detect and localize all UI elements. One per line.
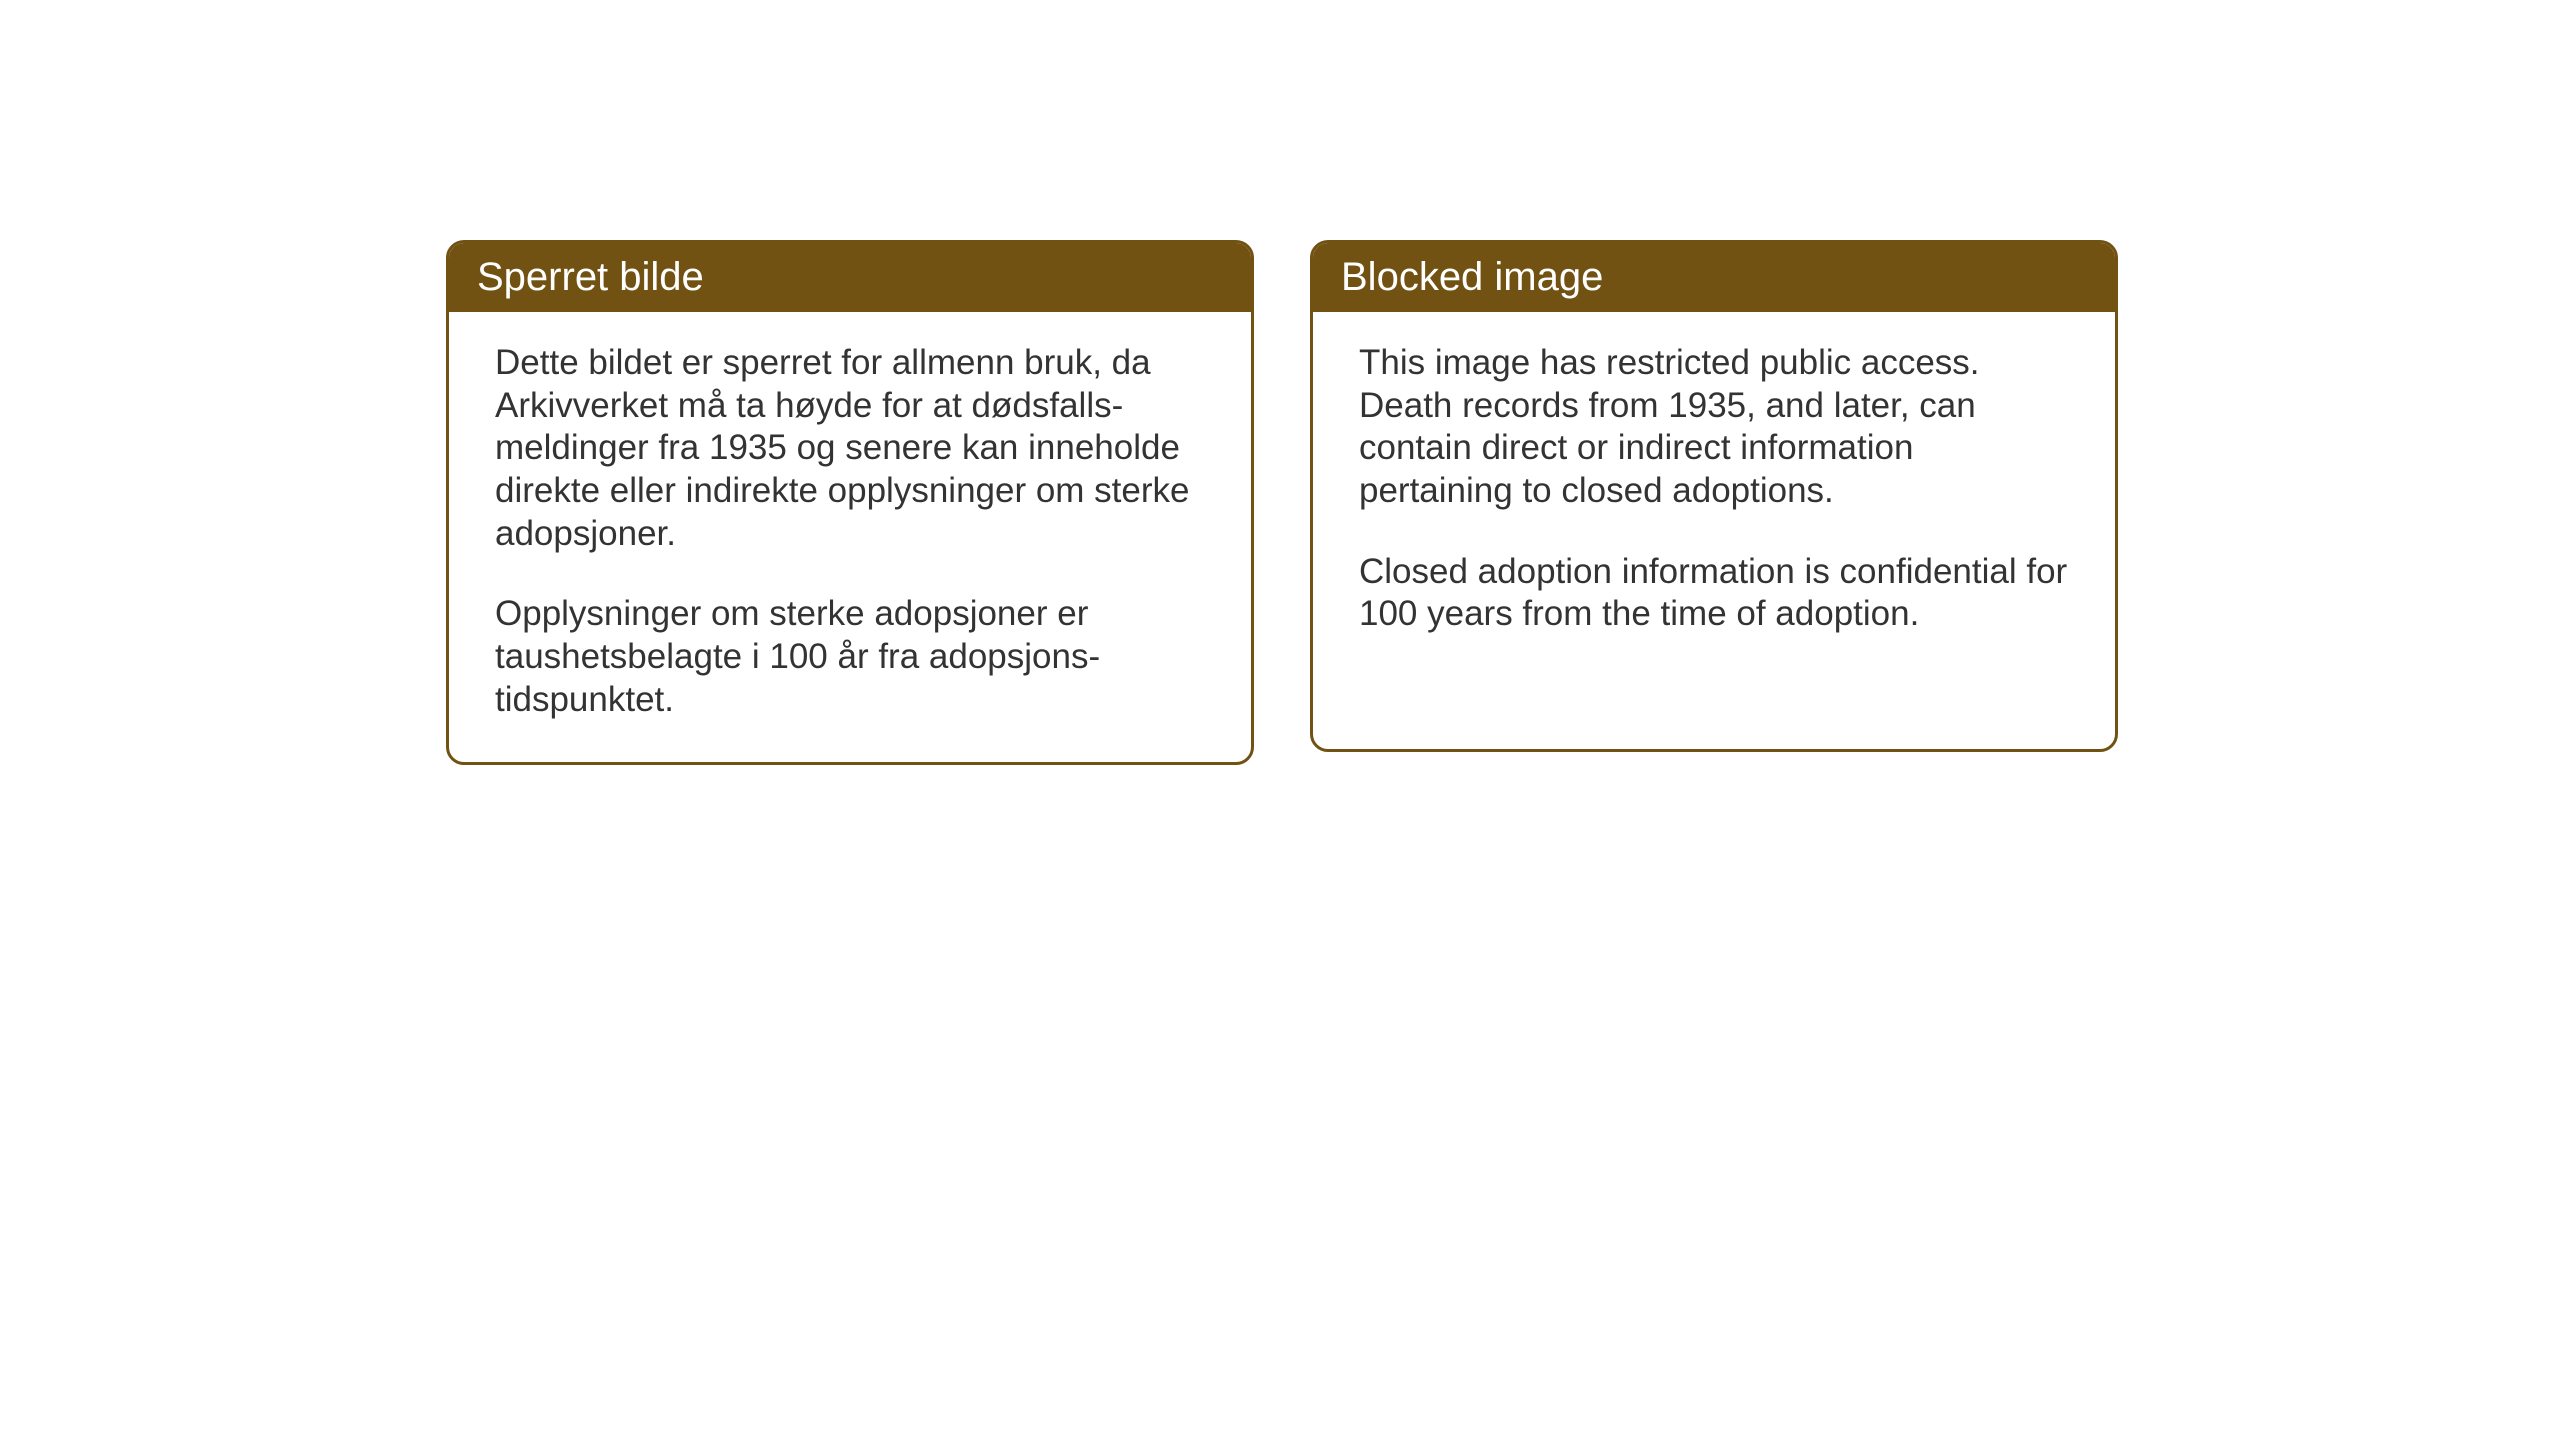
english-card-header: Blocked image <box>1313 243 2115 312</box>
norwegian-paragraph-1: Dette bildet er sperret for allmenn bruk… <box>495 342 1205 555</box>
english-paragraph-2: Closed adoption information is confident… <box>1359 551 2069 636</box>
norwegian-notice-card: Sperret bilde Dette bildet er sperret fo… <box>446 240 1254 765</box>
english-card-title: Blocked image <box>1341 255 1603 299</box>
english-paragraph-1: This image has restricted public access.… <box>1359 342 2069 513</box>
norwegian-card-header: Sperret bilde <box>449 243 1251 312</box>
english-card-body: This image has restricted public access.… <box>1313 312 2115 676</box>
norwegian-card-title: Sperret bilde <box>477 255 704 299</box>
norwegian-paragraph-2: Opplysninger om sterke adopsjoner er tau… <box>495 593 1205 721</box>
english-notice-card: Blocked image This image has restricted … <box>1310 240 2118 752</box>
notice-cards-container: Sperret bilde Dette bildet er sperret fo… <box>446 240 2118 765</box>
norwegian-card-body: Dette bildet er sperret for allmenn bruk… <box>449 312 1251 762</box>
